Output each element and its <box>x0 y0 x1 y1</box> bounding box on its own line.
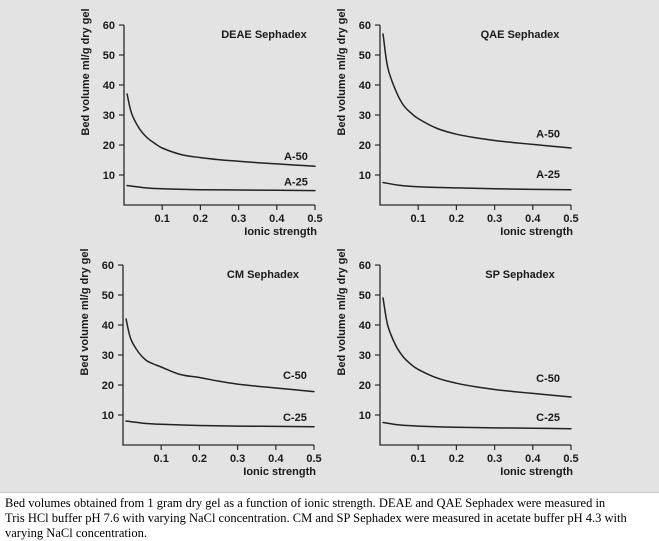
figure-caption: Bed volumes obtained from 1 gram dry gel… <box>0 493 659 540</box>
x-tick-label: 0.4 <box>269 213 285 225</box>
y-tick-label: 50 <box>102 290 114 302</box>
x-tick-label: 0.2 <box>193 213 208 225</box>
chart-panel-deae-sephadex: 10 20 30 40 50 60 0.1 0.2 0.3 0.4 0.5 DEAE Sephadex… <box>80 8 323 238</box>
x-tick-label: 0.3 <box>231 213 246 225</box>
x-tick-label: 0.5 <box>307 213 322 225</box>
y-axis-label: Bed volume ml/g dry gel <box>336 248 348 375</box>
x-tick-label: 0.1 <box>411 453 426 465</box>
curve-label-A-25: A-25 <box>284 177 308 189</box>
curve-C-25 <box>125 420 315 428</box>
x-tick-label: 0.4 <box>525 453 541 465</box>
curve-label-C-25: C-25 <box>283 412 307 424</box>
y-tick-label: 20 <box>359 380 371 392</box>
x-axis-label: Ionic strength <box>500 466 573 478</box>
y-tick-label: 40 <box>103 80 115 92</box>
x-axis-label: Ionic strength <box>500 226 573 238</box>
y-tick-label: 30 <box>103 110 115 122</box>
y-tick-label: 10 <box>359 170 371 182</box>
y-tick-label: 50 <box>359 290 371 302</box>
x-tick-label: 0.4 <box>268 453 284 465</box>
x-tick-label: 0.2 <box>449 453 464 465</box>
y-tick-label: 60 <box>359 20 371 32</box>
x-tick-label: 0.2 <box>192 453 207 465</box>
y-tick-label: 60 <box>103 20 115 32</box>
x-tick-label: 0.1 <box>154 453 169 465</box>
curve-C-25 <box>382 421 572 430</box>
y-axis-label: Bed volume ml/g dry gel <box>80 8 92 135</box>
curve-label-C-50: C-50 <box>536 373 560 385</box>
curve-label-A-50: A-50 <box>536 129 560 141</box>
y-tick-label: 60 <box>102 260 114 272</box>
y-tick-label: 30 <box>359 110 371 122</box>
x-tick-label: 0.3 <box>230 453 245 465</box>
y-tick-label: 10 <box>103 170 115 182</box>
y-tick-label: 30 <box>359 350 371 362</box>
curve-label-C-25: C-25 <box>536 412 560 424</box>
x-axis-label: Ionic strength <box>243 466 316 478</box>
chart-panel-qae-sephadex: 10 20 30 40 50 60 0.1 0.2 0.3 0.4 0.5 QAE Sephadex B… <box>336 8 579 238</box>
caption-line-2: Tris HCl buffer pH 7.6 with varying NaCl… <box>5 511 627 525</box>
x-tick-label: 0.4 <box>525 213 541 225</box>
curve-A-50 <box>382 33 572 149</box>
y-axis-label: Bed volume ml/g dry gel <box>79 248 91 375</box>
y-tick-label: 50 <box>359 50 371 62</box>
x-tick-label: 0.2 <box>449 213 464 225</box>
panel-title: CM Sephadex <box>227 269 300 281</box>
y-tick-label: 60 <box>359 260 371 272</box>
y-tick-label: 20 <box>359 140 371 152</box>
x-axis-label: Ionic strength <box>244 226 317 238</box>
x-tick-label: 0.1 <box>411 213 426 225</box>
y-tick-label: 40 <box>359 320 371 332</box>
curve-C-50 <box>382 297 572 398</box>
curve-A-25 <box>126 184 316 192</box>
y-tick-label: 10 <box>359 410 371 422</box>
y-tick-label: 50 <box>103 50 115 62</box>
x-tick-label: 0.3 <box>487 453 502 465</box>
x-tick-label: 0.5 <box>563 213 578 225</box>
caption-line-1: Bed volumes obtained from 1 gram dry gel… <box>5 496 606 510</box>
panel-title: QAE Sephadex <box>481 29 561 41</box>
panel-title: DEAE Sephadex <box>221 29 307 41</box>
curve-C-50 <box>125 318 315 393</box>
x-tick-label: 0.5 <box>563 453 578 465</box>
panel-title: SP Sephadex <box>485 269 555 281</box>
y-tick-label: 40 <box>359 80 371 92</box>
y-tick-label: 20 <box>102 380 114 392</box>
y-axis-label: Bed volume ml/g dry gel <box>336 8 348 135</box>
curve-A-25 <box>382 181 572 191</box>
caption-line-3: varying NaCl concentration. <box>5 526 147 540</box>
chart-panel-sp-sephadex: 10 20 30 40 50 60 0.1 0.2 0.3 0.4 0.5 SP Sephadex Be… <box>336 248 579 478</box>
curve-A-50 <box>126 93 316 168</box>
x-tick-label: 0.1 <box>155 213 170 225</box>
x-tick-label: 0.3 <box>487 213 502 225</box>
y-tick-label: 10 <box>102 410 114 422</box>
y-tick-label: 30 <box>102 350 114 362</box>
chart-panel-cm-sephadex: 10 20 30 40 50 60 0.1 0.2 0.3 0.4 0.5 CM Sephadex Be… <box>79 248 322 478</box>
figure-panel: 10 20 30 40 50 60 0.1 0.2 0.3 0.4 0.5 DEAE Sephadex… <box>0 0 659 493</box>
y-tick-label: 20 <box>103 140 115 152</box>
y-tick-label: 40 <box>102 320 114 332</box>
curve-label-C-50: C-50 <box>283 370 307 382</box>
x-tick-label: 0.5 <box>306 453 321 465</box>
curve-label-A-50: A-50 <box>284 151 308 163</box>
curve-label-A-25: A-25 <box>536 169 560 181</box>
